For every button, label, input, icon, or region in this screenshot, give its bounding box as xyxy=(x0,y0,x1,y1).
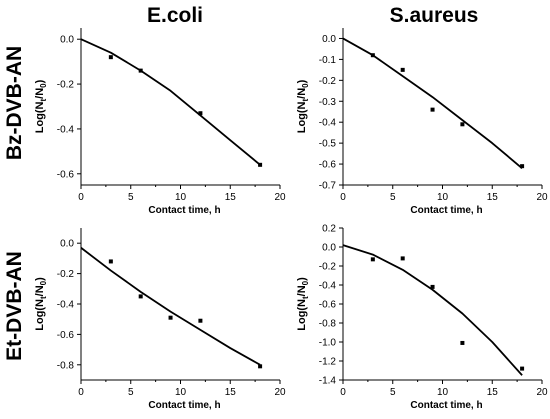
data-point xyxy=(198,318,203,323)
data-point xyxy=(108,259,113,264)
axis-lines xyxy=(342,28,542,186)
x-tick-label: 20 xyxy=(536,387,548,398)
data-point xyxy=(430,284,435,289)
x-axis-label: Contact time, h xyxy=(148,400,220,411)
data-point xyxy=(400,256,405,261)
fit-curve xyxy=(342,37,523,169)
x-axis-label: Contact time, h xyxy=(410,205,482,216)
y-tick-label: -0.6 xyxy=(319,300,337,311)
y-axis-label: Log(Nt/N0) xyxy=(296,277,310,331)
data-point xyxy=(168,315,173,320)
data-point xyxy=(370,257,375,262)
x-tick-label: 10 xyxy=(175,387,187,398)
fit-curve xyxy=(80,247,261,366)
data-point xyxy=(400,67,405,72)
x-tick-label: 15 xyxy=(487,387,499,398)
y-tick-label: -0.3 xyxy=(319,97,337,108)
y-tick-label: -0.4 xyxy=(319,118,337,129)
row-title-bz-dvb-an: Bz-DVB-AN xyxy=(3,46,26,160)
axis-lines xyxy=(80,228,280,381)
data-point xyxy=(138,294,143,299)
y-axis-label: Log(Nt/N0) xyxy=(34,79,48,133)
x-tick-label: 0 xyxy=(78,387,84,398)
y-tick-label: 0.0 xyxy=(322,34,336,45)
y-tick-label: -0.6 xyxy=(319,160,337,171)
y-tick-label: -0.4 xyxy=(57,300,75,311)
x-tick-label: 20 xyxy=(274,192,286,203)
y-tick-label: -0.2 xyxy=(319,76,337,87)
chart-panel-2: 0 5 10 15 20 0.0 -0.1 -0.2 -0.3 -0.4 -0.5 -0.6 -0.7 C… xyxy=(296,28,548,216)
y-tick-label: -0.6 xyxy=(57,169,75,180)
data-point xyxy=(198,111,203,116)
chart-panel-4: 0 5 10 15 20 0.2 0.0 -0.2 -0.4 -0.6 -0.8 -1.0 -1.2 -1… xyxy=(296,224,548,412)
x-tick-label: 0 xyxy=(340,387,346,398)
data-point xyxy=(520,366,525,371)
x-tick-label: 5 xyxy=(390,387,396,398)
y-tick-label: 0.0 xyxy=(60,35,74,46)
y-tick-label: -0.2 xyxy=(319,262,337,273)
y-axis-label: Log(Nt/N0) xyxy=(296,79,310,133)
data-point xyxy=(370,53,375,58)
data-point xyxy=(258,162,263,167)
data-point xyxy=(520,164,525,169)
y-tick-label: -0.1 xyxy=(319,55,337,66)
y-tick-label: -1.2 xyxy=(319,357,337,368)
x-tick-label: 15 xyxy=(225,387,237,398)
y-tick-label: -0.7 xyxy=(319,181,337,192)
x-tick-label: 10 xyxy=(175,192,187,203)
x-tick-label: 15 xyxy=(225,192,237,203)
y-tick-label: 0.0 xyxy=(60,239,74,250)
fit-curve xyxy=(342,244,523,376)
data-point xyxy=(460,122,465,127)
chart-panels: 0 5 10 15 20 0.0 -0.2 -0.4 -0.6 Contact time, h Lo… xyxy=(34,28,548,411)
y-tick-label: 0.0 xyxy=(322,243,336,254)
y-tick-label: -0.6 xyxy=(57,330,75,341)
x-tick-label: 5 xyxy=(128,387,134,398)
x-tick-label: 10 xyxy=(437,387,449,398)
column-title-ecoli: E.coli xyxy=(147,4,203,27)
y-tick-label: -0.8 xyxy=(319,319,337,330)
chart-panel-3: 0 5 10 15 20 0.0 -0.2 -0.4 -0.6 -0.8 Contact time,… xyxy=(34,228,286,411)
x-axis-label: Contact time, h xyxy=(410,400,482,411)
chart-panel-1: 0 5 10 15 20 0.0 -0.2 -0.4 -0.6 Contact time, h Lo… xyxy=(34,28,286,216)
axis-lines xyxy=(80,28,280,186)
x-tick-label: 20 xyxy=(536,192,548,203)
y-tick-label: -0.2 xyxy=(57,80,75,91)
column-title-saureus: S.aureus xyxy=(390,4,479,27)
fit-curve xyxy=(80,38,261,166)
x-axis-label: Contact time, h xyxy=(148,205,220,216)
data-point xyxy=(258,364,263,369)
x-tick-label: 5 xyxy=(128,192,134,203)
data-point xyxy=(460,340,465,345)
data-point xyxy=(108,55,113,60)
x-tick-label: 15 xyxy=(487,192,499,203)
y-tick-label: 0.2 xyxy=(322,224,336,235)
x-tick-label: 5 xyxy=(390,192,396,203)
y-axis-label: Log(Nt/N0) xyxy=(34,277,48,331)
axis-lines xyxy=(342,228,542,381)
x-tick-label: 10 xyxy=(437,192,449,203)
y-tick-label: -1.0 xyxy=(319,338,337,349)
x-tick-label: 0 xyxy=(340,192,346,203)
row-title-et-dvb-an: Et-DVB-AN xyxy=(3,251,26,361)
y-tick-label: -0.2 xyxy=(57,269,75,280)
data-point xyxy=(138,68,143,73)
y-tick-label: -0.4 xyxy=(57,124,75,135)
y-tick-label: -1.4 xyxy=(319,376,337,387)
x-tick-label: 0 xyxy=(78,192,84,203)
y-tick-label: -0.4 xyxy=(319,281,337,292)
y-tick-label: -0.5 xyxy=(319,139,337,150)
y-tick-label: -0.8 xyxy=(57,360,75,371)
data-point xyxy=(430,107,435,112)
x-tick-label: 20 xyxy=(274,387,286,398)
